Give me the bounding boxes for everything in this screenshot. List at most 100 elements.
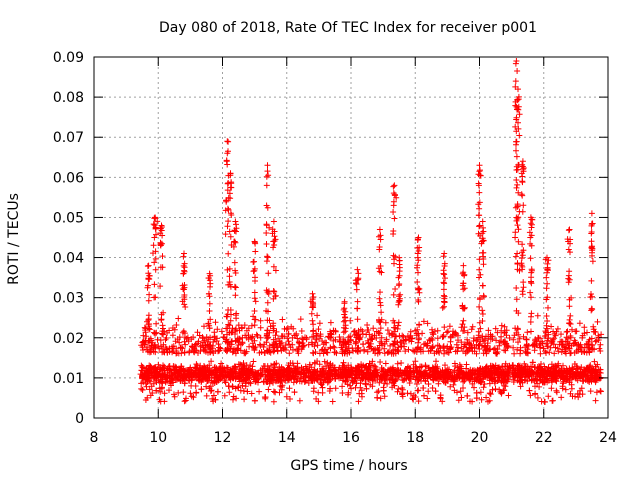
data-point [265, 386, 272, 393]
data-point [341, 298, 348, 305]
data-point [278, 386, 285, 393]
data-point [450, 381, 457, 388]
data-point [456, 367, 463, 374]
data-point [391, 260, 397, 267]
data-point [300, 367, 307, 374]
data-point [515, 226, 522, 233]
data-point [441, 324, 448, 331]
data-point [460, 262, 467, 269]
data-point [310, 374, 317, 381]
data-point [531, 364, 538, 371]
data-point [564, 367, 571, 374]
data-point [542, 367, 549, 374]
data-point [565, 227, 572, 234]
data-point [232, 373, 239, 380]
data-point [257, 342, 264, 349]
data-point [514, 222, 521, 229]
data-point [175, 315, 182, 322]
chart-title: Day 080 of 2018, Rate Of TEC Index for r… [159, 20, 537, 36]
data-point [592, 397, 599, 404]
data-point [348, 385, 355, 392]
data-point [188, 382, 195, 389]
data-point [363, 385, 370, 392]
data-point [407, 328, 414, 335]
data-point [443, 329, 450, 336]
y-tick-label: 0 [75, 411, 84, 427]
data-point [232, 385, 239, 392]
data-point [424, 395, 431, 402]
y-tick-label: 0.03 [53, 291, 84, 307]
data-point [212, 364, 218, 371]
data-point [377, 372, 384, 379]
data-point [480, 384, 487, 391]
data-point [370, 374, 377, 381]
data-point [232, 284, 239, 291]
data-point [415, 269, 421, 276]
data-point [327, 385, 334, 392]
data-point [326, 367, 333, 374]
data-point [316, 320, 323, 327]
data-point [305, 374, 312, 381]
data-point [520, 202, 527, 209]
data-point [442, 275, 448, 282]
data-point [588, 291, 594, 297]
data-point [166, 366, 173, 373]
data-point [415, 377, 422, 384]
data-point [376, 295, 383, 302]
data-point [447, 383, 454, 390]
data-point [439, 304, 446, 311]
data-point [232, 364, 239, 371]
data-point [387, 372, 394, 379]
data-point [399, 390, 406, 397]
data-point [391, 382, 398, 389]
data-point [473, 389, 480, 396]
data-point [212, 396, 219, 403]
data-point [399, 376, 406, 383]
data-point [492, 377, 499, 383]
data-point [334, 373, 341, 380]
data-point [231, 259, 238, 266]
data-point [529, 359, 536, 366]
data-point [567, 390, 574, 397]
data-point [251, 308, 258, 314]
data-point [476, 274, 482, 281]
data-point [263, 258, 270, 265]
data-point [495, 366, 502, 373]
data-point [412, 358, 419, 365]
data-point [587, 362, 594, 369]
data-point [485, 398, 491, 405]
data-point [576, 373, 583, 380]
data-point [519, 158, 526, 165]
data-point [432, 388, 439, 395]
data-point [395, 367, 402, 374]
data-point [264, 254, 271, 261]
data-point [363, 363, 370, 370]
data-point [588, 238, 595, 245]
data-point [371, 373, 378, 380]
data-point [286, 350, 293, 357]
data-point [294, 369, 301, 376]
data-point [264, 162, 271, 169]
data-point [572, 393, 578, 400]
y-tick-label: 0.04 [53, 251, 84, 267]
data-point [207, 280, 214, 287]
data-point [324, 359, 331, 366]
data-point [453, 341, 460, 348]
data-point [270, 388, 277, 395]
data-point [181, 372, 188, 378]
data-point [201, 363, 207, 369]
data-point [597, 375, 604, 382]
data-point [513, 147, 519, 154]
data-point [472, 367, 479, 374]
data-point [574, 390, 581, 397]
data-point [426, 372, 433, 379]
data-point [421, 370, 428, 377]
data-point [439, 398, 446, 405]
data-point [457, 363, 464, 370]
data-point [486, 380, 493, 387]
data-point [206, 308, 213, 314]
data-point [510, 379, 517, 385]
y-tick-label: 0.09 [53, 50, 84, 66]
data-point [570, 366, 577, 373]
data-point [287, 360, 294, 367]
